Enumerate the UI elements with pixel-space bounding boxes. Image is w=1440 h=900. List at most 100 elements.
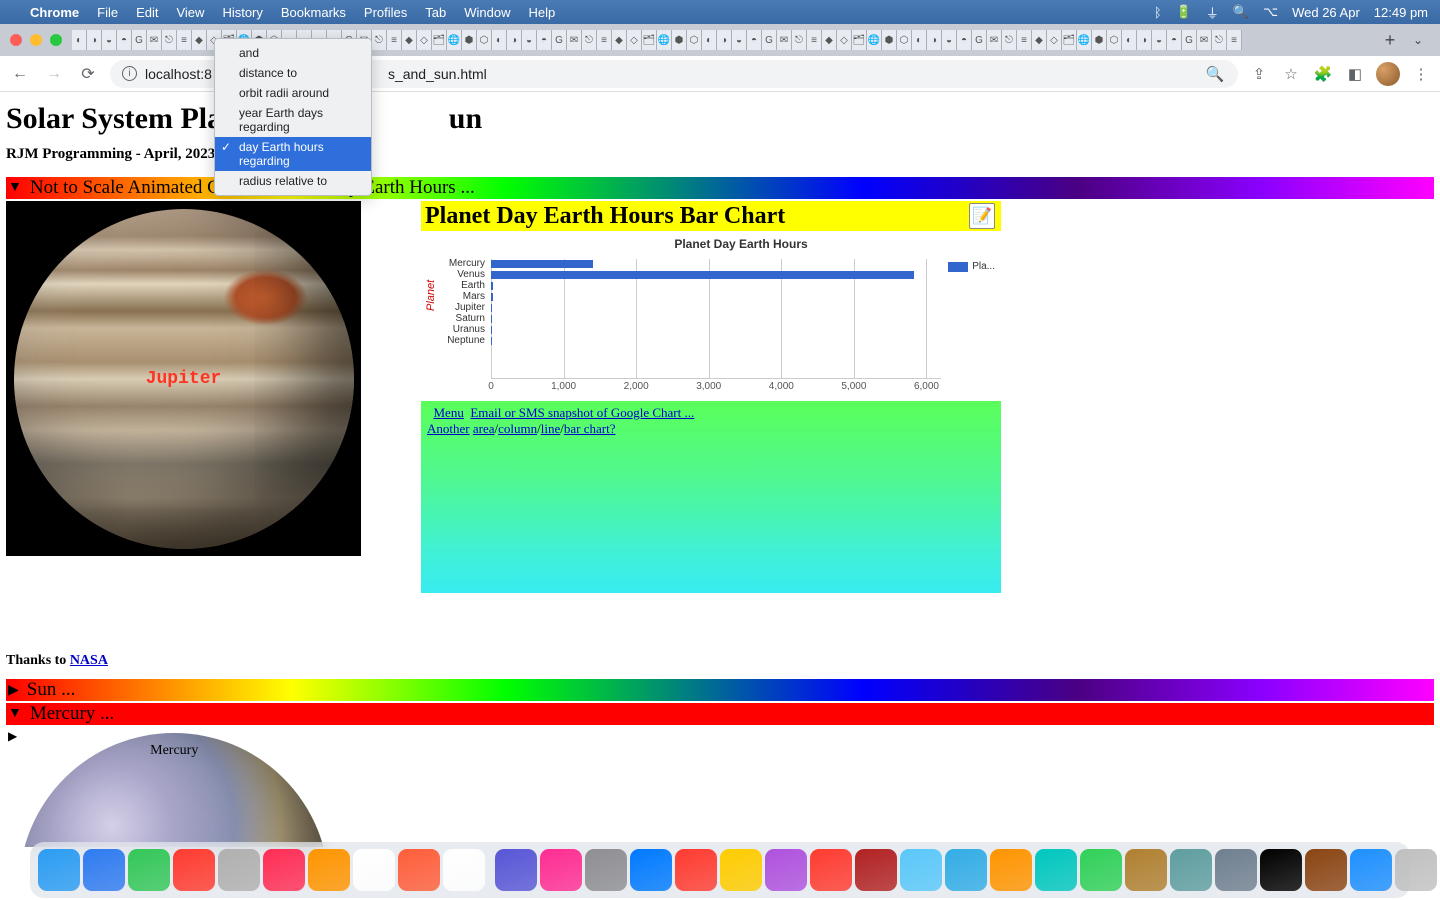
browser-tab[interactable]: ⬡ [897,30,912,50]
dock-app-icon[interactable] [1035,849,1077,891]
browser-tab[interactable]: ⬢ [1092,30,1107,50]
browser-tab[interactable]: ⎋ [372,30,387,50]
browser-tab[interactable]: 🗂 [852,30,867,50]
wifi-icon[interactable]: ⏚ [1206,3,1219,22]
chart-note-icon[interactable]: 📝 [969,203,995,229]
browser-tab[interactable]: ≡ [387,30,402,50]
browser-tab[interactable]: ◆ [402,30,417,50]
browser-tab[interactable]: ◆ [612,30,627,50]
browser-tab[interactable]: ◓ [747,30,762,50]
browser-tab[interactable]: ◓ [537,30,552,50]
browser-tab[interactable]: ◓ [117,30,132,50]
nasa-link[interactable]: NASA [70,653,108,668]
dock-app-icon[interactable] [810,849,852,891]
dock-app-icon[interactable] [1395,849,1437,891]
footer-area-link[interactable]: area [473,421,495,436]
browser-tab[interactable]: ≡ [1227,30,1242,50]
browser-tab[interactable]: ⎋ [792,30,807,50]
back-button[interactable]: ← [8,65,32,83]
browser-tab[interactable]: ◆ [192,30,207,50]
dropdown-option[interactable]: year Earth days regarding [215,103,371,137]
browser-tab[interactable]: ◐ [1122,30,1137,50]
browser-tab[interactable]: ◒ [1152,30,1167,50]
dropdown-option[interactable]: orbit radii around [215,83,371,103]
browser-tab[interactable]: ✉ [1197,30,1212,50]
browser-tab[interactable]: ⬡ [687,30,702,50]
control-center-icon[interactable]: ⌥ [1263,4,1278,20]
browser-tab[interactable]: 🌐 [867,30,882,50]
dock-app-icon[interactable] [173,849,215,891]
browser-tab[interactable]: ◑ [717,30,732,50]
profile-avatar[interactable] [1376,62,1400,86]
browser-tab[interactable]: ✉ [147,30,162,50]
menubar-profiles[interactable]: Profiles [364,5,407,20]
menubar-view[interactable]: View [176,5,204,20]
browser-tab[interactable]: ⬢ [882,30,897,50]
browser-tab[interactable]: ✉ [777,30,792,50]
browser-tab[interactable]: ◒ [942,30,957,50]
battery-icon[interactable]: 🔋 [1176,4,1192,20]
minimize-window-button[interactable] [30,34,42,46]
browser-tab[interactable]: ◑ [87,30,102,50]
dock-app-icon[interactable] [1305,849,1347,891]
browser-tab[interactable]: ◇ [627,30,642,50]
menubar-time[interactable]: 12:49 pm [1374,5,1428,20]
footer-another-link[interactable]: Another [427,421,470,436]
browser-tab[interactable]: ⎋ [582,30,597,50]
browser-tab[interactable]: ◑ [507,30,522,50]
dock-app-icon[interactable] [675,849,717,891]
dropdown-option[interactable]: distance to [215,63,371,83]
spotlight-icon[interactable]: 🔍 [1233,4,1249,20]
menubar-help[interactable]: Help [529,5,556,20]
dock-app-icon[interactable] [585,849,627,891]
browser-tab[interactable]: ◑ [927,30,942,50]
section-mercury-bar[interactable]: ▼ Mercury ... [6,703,1434,725]
dock-app-icon[interactable] [900,849,942,891]
dock-app-icon[interactable] [1080,849,1122,891]
browser-tab[interactable]: ≡ [597,30,612,50]
maximize-window-button[interactable] [50,34,62,46]
browser-tab[interactable]: ⬢ [462,30,477,50]
browser-tab[interactable]: ◐ [702,30,717,50]
share-icon[interactable]: ⇪ [1248,65,1270,83]
dock-app-icon[interactable] [1350,849,1392,891]
sidepanel-icon[interactable]: ◧ [1344,65,1366,83]
browser-tab[interactable]: G [972,30,987,50]
dock-app-icon[interactable] [353,849,395,891]
browser-tab[interactable]: ◓ [957,30,972,50]
disclosure-triangle-icon[interactable]: ▼ [8,180,22,196]
tab-overflow-button[interactable]: ⌄ [1404,33,1432,47]
browser-tab[interactable]: 🗂 [1062,30,1077,50]
browser-tab[interactable]: ◇ [417,30,432,50]
menubar-app-name[interactable]: Chrome [30,5,79,20]
browser-tab[interactable]: 🗂 [432,30,447,50]
menubar-edit[interactable]: Edit [136,5,158,20]
disclosure-triangle-icon[interactable]: ▼ [8,706,22,722]
dock-app-icon[interactable] [540,849,582,891]
browser-tab[interactable]: ◆ [822,30,837,50]
browser-tab[interactable]: ⎋ [1212,30,1227,50]
browser-tab[interactable]: ◒ [522,30,537,50]
menubar-file[interactable]: File [97,5,118,20]
menubar-date[interactable]: Wed 26 Apr [1292,5,1360,20]
dock-app-icon[interactable] [443,849,485,891]
browser-tab[interactable]: ⎋ [1002,30,1017,50]
browser-tab[interactable]: ◓ [1167,30,1182,50]
forward-button[interactable]: → [42,65,66,83]
disclosure-triangle-icon[interactable]: ▶ [8,682,19,699]
section-sun-bar[interactable]: ▶ Sun ... [6,679,1434,701]
browser-tab[interactable]: ✉ [567,30,582,50]
dock-app-icon[interactable] [128,849,170,891]
dock-app-icon[interactable] [1215,849,1257,891]
dock-app-icon[interactable] [1170,849,1212,891]
browser-tab[interactable]: ≡ [807,30,822,50]
browser-tab[interactable]: ◐ [72,30,87,50]
bluetooth-icon[interactable]: ᛒ [1154,5,1162,20]
menubar-tab[interactable]: Tab [425,5,446,20]
dock-app-icon[interactable] [218,849,260,891]
menubar-bookmarks[interactable]: Bookmarks [281,5,346,20]
footer-column-link[interactable]: column [498,421,537,436]
dropdown-option[interactable]: day Earth hours regarding [215,137,371,171]
footer-bar-link[interactable]: bar chart? [564,421,616,436]
browser-tab[interactable]: ◐ [492,30,507,50]
